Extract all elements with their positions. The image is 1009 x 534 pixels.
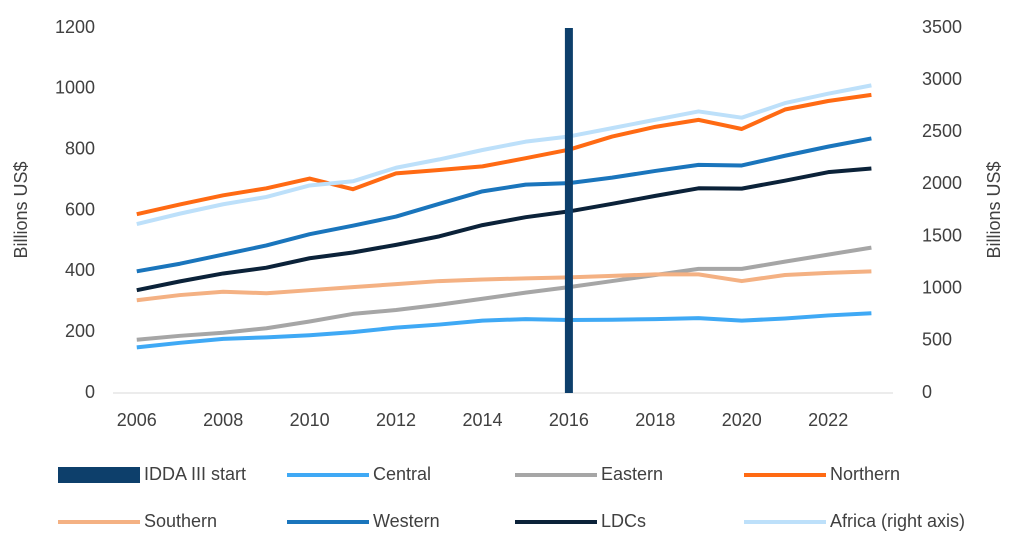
- legend-label: Northern: [830, 464, 900, 484]
- legend-label: Western: [373, 511, 440, 531]
- legend-label: Southern: [144, 511, 217, 531]
- y2-tick-label: 1000: [922, 277, 962, 297]
- y2-tick-label: 500: [922, 330, 952, 350]
- x-tick-label: 2016: [549, 410, 589, 430]
- y-tick-label: 1200: [55, 17, 95, 37]
- y2-tick-label: 2500: [922, 121, 962, 141]
- x-tick-label: 2008: [203, 410, 243, 430]
- x-tick-label: 2022: [808, 410, 848, 430]
- legend-label: Africa (right axis): [830, 511, 965, 531]
- y-tick-label: 200: [65, 321, 95, 341]
- y2-tick-label: 1500: [922, 225, 962, 245]
- legend-label: LDCs: [601, 511, 646, 531]
- y-axis-label: Billions US$: [11, 161, 31, 258]
- legend-label: IDDA III start: [144, 464, 246, 484]
- legend-swatch: [58, 467, 140, 483]
- x-tick-label: 2010: [290, 410, 330, 430]
- x-tick-label: 2018: [635, 410, 675, 430]
- y2-tick-label: 3500: [922, 17, 962, 37]
- x-tick-label: 2014: [462, 410, 502, 430]
- line: [136, 269, 872, 303]
- y-tick-label: 400: [65, 260, 95, 280]
- x-tick-label: 2006: [117, 410, 157, 430]
- y2-tick-label: 2000: [922, 173, 962, 193]
- y-tick-label: 600: [65, 199, 95, 219]
- bar: [564, 28, 573, 393]
- line: [136, 311, 872, 350]
- line: [136, 136, 872, 274]
- legend-label: Central: [373, 464, 431, 484]
- x-tick-label: 2012: [376, 410, 416, 430]
- line: [136, 166, 872, 293]
- line: [136, 245, 872, 342]
- y-tick-label: 800: [65, 138, 95, 158]
- y2-tick-label: 0: [922, 382, 932, 402]
- line: [136, 92, 872, 217]
- y2-tick-label: 3000: [922, 69, 962, 89]
- y-tick-label: 0: [85, 382, 95, 402]
- y2-axis-label: Billions US$: [984, 161, 1004, 258]
- legend-label: Eastern: [601, 464, 663, 484]
- line: [136, 83, 872, 227]
- y-tick-label: 1000: [55, 78, 95, 98]
- x-tick-label: 2020: [722, 410, 762, 430]
